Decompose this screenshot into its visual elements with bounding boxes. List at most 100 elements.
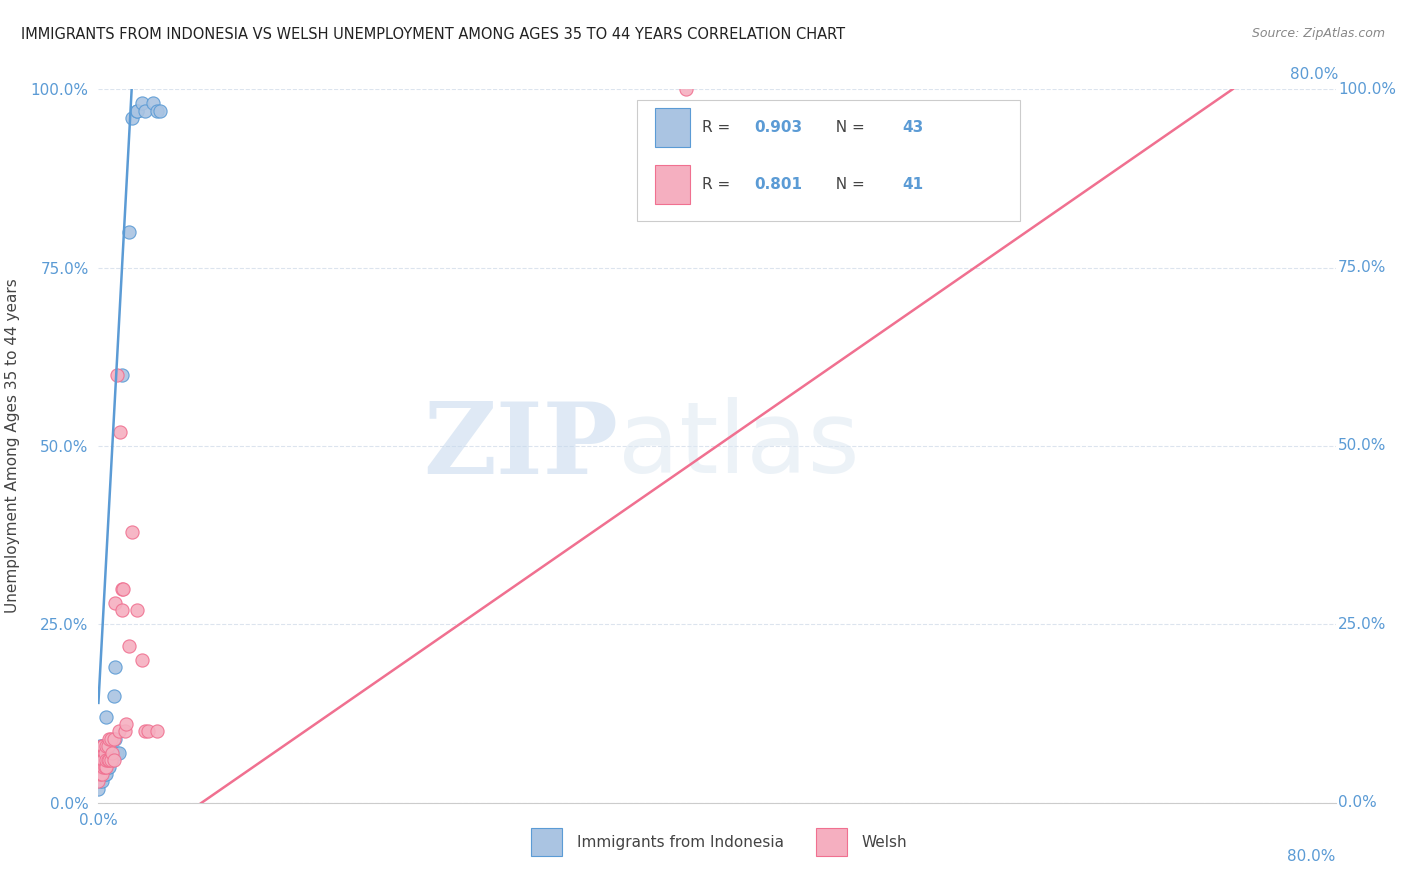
Point [89, 767, 111, 781]
Point [114, 724, 136, 739]
Point [127, 103, 149, 118]
Text: 80.0%: 80.0% [1288, 849, 1336, 863]
Text: R =: R = [702, 177, 735, 192]
Point [100, 753, 122, 767]
Text: N =: N = [825, 120, 869, 135]
Point [89, 767, 111, 781]
Point [134, 103, 156, 118]
Point [89, 746, 111, 760]
Point [105, 746, 128, 760]
FancyBboxPatch shape [655, 108, 690, 147]
Point [136, 724, 159, 739]
Point [90, 767, 112, 781]
Point [118, 225, 141, 239]
Point [96, 760, 118, 774]
Point [97, 753, 120, 767]
Point [89, 753, 111, 767]
Point [91, 760, 114, 774]
Point [96, 753, 118, 767]
Y-axis label: Unemployment Among Ages 35 to 44 years: Unemployment Among Ages 35 to 44 years [4, 278, 20, 614]
Point [91, 746, 114, 760]
Point [107, 746, 129, 760]
Point [90, 753, 112, 767]
Point [127, 603, 149, 617]
Point [111, 582, 132, 596]
FancyBboxPatch shape [815, 828, 846, 856]
Point [96, 753, 118, 767]
Point [127, 103, 149, 118]
Point [131, 96, 153, 111]
Text: 0.801: 0.801 [754, 177, 803, 192]
Text: Source: ZipAtlas.com: Source: ZipAtlas.com [1251, 27, 1385, 40]
Point [134, 724, 156, 739]
FancyBboxPatch shape [655, 165, 690, 204]
Point [90, 760, 112, 774]
Point [93, 760, 115, 774]
Point [98, 753, 121, 767]
Text: R =: R = [702, 120, 735, 135]
Point [91, 753, 114, 767]
Text: 0.903: 0.903 [754, 120, 803, 135]
Point [93, 753, 115, 767]
Point [98, 760, 121, 774]
Point [90, 774, 112, 789]
Point [89, 760, 111, 774]
Point [91, 760, 114, 774]
Point [101, 753, 124, 767]
Point [97, 760, 120, 774]
Text: 75.0%: 75.0% [1339, 260, 1386, 275]
Text: 50.0%: 50.0% [1339, 439, 1386, 453]
Point [103, 753, 125, 767]
Point [96, 739, 118, 753]
Point [131, 653, 153, 667]
Point [121, 111, 143, 125]
Point [108, 425, 131, 439]
Text: ZIP: ZIP [423, 398, 619, 494]
Point [91, 753, 114, 767]
Point [111, 603, 132, 617]
Point [89, 739, 111, 753]
Text: 43: 43 [903, 120, 924, 135]
Point [87, 781, 110, 796]
Point [675, 82, 697, 96]
Point [118, 639, 141, 653]
Point [100, 753, 122, 767]
Point [89, 746, 111, 760]
Text: Welsh: Welsh [862, 835, 907, 849]
Text: 41: 41 [903, 177, 924, 192]
Point [104, 660, 127, 674]
Text: 80.0%: 80.0% [1289, 67, 1339, 82]
Point [96, 710, 118, 724]
Text: IMMIGRANTS FROM INDONESIA VS WELSH UNEMPLOYMENT AMONG AGES 35 TO 44 YEARS CORREL: IMMIGRANTS FROM INDONESIA VS WELSH UNEMP… [21, 27, 845, 42]
Point [93, 767, 115, 781]
Point [104, 596, 127, 610]
Point [121, 524, 143, 539]
Point [96, 760, 118, 774]
Point [97, 753, 120, 767]
Point [90, 739, 112, 753]
Point [115, 717, 138, 731]
Text: atlas: atlas [619, 398, 859, 494]
Point [93, 746, 115, 760]
FancyBboxPatch shape [531, 828, 562, 856]
Point [89, 774, 111, 789]
Point [104, 731, 127, 746]
Text: 0.0%: 0.0% [1339, 796, 1376, 810]
Point [149, 103, 172, 118]
Point [103, 731, 125, 746]
Point [90, 739, 112, 753]
Point [87, 774, 110, 789]
Text: Immigrants from Indonesia: Immigrants from Indonesia [578, 835, 785, 849]
Point [91, 767, 114, 781]
Point [90, 767, 112, 781]
Point [103, 746, 125, 760]
Point [96, 767, 118, 781]
Point [101, 746, 124, 760]
Point [89, 760, 111, 774]
Point [112, 582, 135, 596]
Point [111, 368, 132, 382]
Text: N =: N = [825, 177, 869, 192]
Point [90, 753, 112, 767]
Point [98, 731, 121, 746]
Point [103, 689, 125, 703]
